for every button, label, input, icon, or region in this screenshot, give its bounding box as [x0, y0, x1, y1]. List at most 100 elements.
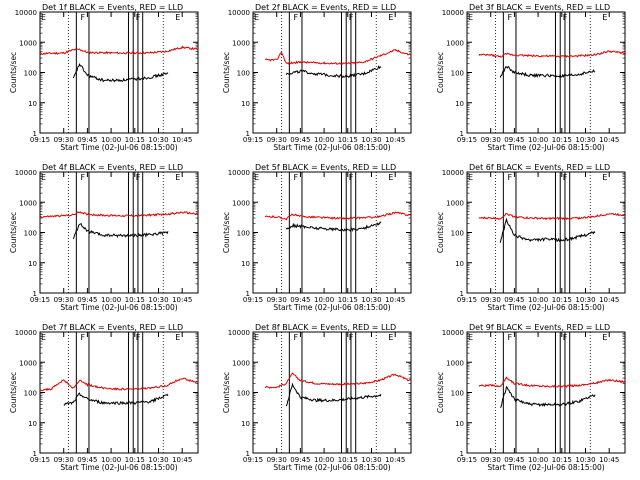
lld-series-line [264, 48, 412, 65]
interval-marker-label: F [349, 173, 354, 182]
x-tick-label: 09:15 [30, 136, 50, 144]
x-axis-label: Start Time (02-Jul-06 08:15:00) [273, 463, 390, 472]
x-tick-label: 10:15 [338, 296, 358, 304]
interval-marker-label: E [468, 333, 473, 342]
x-tick-label: 09:30 [481, 456, 501, 464]
y-axis-label: Counts/sec [436, 212, 445, 253]
y-axis-label: Counts/sec [436, 372, 445, 413]
y-axis-label: Counts/sec [222, 52, 231, 93]
x-tick-label: 09:45 [290, 136, 310, 144]
x-tick-label: 10:00 [314, 296, 334, 304]
y-tick-label: 100 [237, 70, 250, 78]
panel-title: Det 5f BLACK = Events, RED = LLD [255, 163, 396, 172]
interval-marker-label: F [294, 173, 299, 182]
y-tick-label: 1 [460, 130, 464, 138]
x-tick-label: 09:15 [243, 296, 263, 304]
x-tick-label: 10:00 [314, 456, 334, 464]
interval-marker-label: E [602, 333, 607, 342]
x-tick-label: 10:15 [125, 456, 145, 464]
x-tick-label: 10:00 [314, 136, 334, 144]
y-tick-label: 100 [237, 390, 250, 398]
panel-title: Det 8f BLACK = Events, RED = LLD [255, 323, 396, 332]
plot-frame [466, 331, 626, 454]
x-axis-label: Start Time (02-Jul-06 08:15:00) [273, 143, 390, 152]
x-tick-label: 10:15 [125, 296, 145, 304]
interval-marker-label: E [175, 13, 180, 22]
y-tick-label: 10000 [228, 9, 250, 17]
detector-panel: Det 8f BLACK = Events, RED = LLD 1 10 100 10… [222, 323, 412, 472]
lld-series-line [264, 372, 412, 389]
interval-marker-label: E [468, 13, 473, 22]
y-tick-label: 10000 [442, 9, 464, 17]
x-tick-label: 09:30 [54, 296, 74, 304]
x-tick-label: 09:30 [267, 136, 287, 144]
interval-marker-label: F [294, 333, 299, 342]
x-tick-label: 10:30 [148, 456, 168, 464]
x-tick-label: 10:15 [552, 456, 572, 464]
x-tick-label: 10:15 [338, 456, 358, 464]
panel-title: Det 3f BLACK = Events, RED = LLD [469, 3, 610, 12]
x-tick-label: 09:45 [77, 456, 97, 464]
y-tick-label: 10000 [442, 329, 464, 337]
events-series-line [499, 385, 596, 408]
x-tick-label: 10:30 [148, 296, 168, 304]
detector-panel: Det 3f BLACK = Events, RED = LLD 1 10 100 10… [436, 3, 626, 152]
plot-frame [252, 331, 412, 454]
interval-marker-label: F [349, 13, 354, 22]
x-tick-label: 10:00 [101, 136, 121, 144]
y-tick-label: 1000 [446, 359, 464, 367]
y-tick-label: 1 [460, 450, 464, 458]
interval-marker-label: F [508, 173, 513, 182]
events-series-line [72, 63, 169, 83]
plot-frame [39, 171, 199, 294]
x-tick-label: 09:15 [30, 296, 50, 304]
interval-marker-label: F [563, 173, 568, 182]
interval-marker-label: E [602, 13, 607, 22]
y-tick-label: 1 [246, 290, 250, 298]
panel-title: Det 9f BLACK = Events, RED = LLD [469, 323, 610, 332]
y-axis-label: Counts/sec [9, 372, 18, 413]
interval-marker-label: E [41, 333, 46, 342]
interval-marker-label: E [41, 13, 46, 22]
interval-marker-label: E [41, 173, 46, 182]
y-tick-label: 100 [451, 390, 464, 398]
x-tick-label: 09:30 [481, 296, 501, 304]
lld-series-line [39, 211, 199, 219]
plot-frame [252, 171, 412, 294]
y-tick-label: 1 [246, 450, 250, 458]
events-series-line [499, 65, 596, 79]
y-tick-label: 10 [455, 100, 464, 108]
interval-marker-label: E [254, 333, 259, 342]
y-tick-label: 10 [455, 420, 464, 428]
x-tick-label: 09:15 [457, 456, 477, 464]
interval-marker-label: E [254, 13, 259, 22]
x-tick-label: 10:30 [575, 456, 595, 464]
panel-title: Det 7f BLACK = Events, RED = LLD [42, 323, 183, 332]
detector-panel: Det 9f BLACK = Events, RED = LLD 1 10 100 10… [436, 323, 626, 472]
x-tick-label: 09:15 [457, 296, 477, 304]
y-tick-label: 1000 [19, 39, 37, 47]
y-tick-label: 10000 [15, 169, 37, 177]
plot-frame [466, 171, 626, 294]
detector-panel: Det 5f BLACK = Events, RED = LLD 1 10 100 10… [222, 163, 412, 312]
y-tick-label: 1000 [446, 199, 464, 207]
x-axis-label: Start Time (02-Jul-06 08:15:00) [487, 143, 604, 152]
lld-series-line [264, 211, 412, 221]
x-tick-label: 10:30 [575, 136, 595, 144]
x-tick-label: 10:00 [101, 296, 121, 304]
x-tick-label: 09:30 [481, 136, 501, 144]
lld-series-line [478, 50, 626, 58]
x-tick-label: 10:45 [385, 296, 405, 304]
events-series-line [285, 65, 382, 79]
x-tick-label: 10:30 [575, 296, 595, 304]
x-tick-label: 09:15 [457, 136, 477, 144]
y-tick-label: 100 [451, 230, 464, 238]
interval-marker-label: F [508, 333, 513, 342]
interval-marker-label: E [388, 13, 393, 22]
interval-marker-label: E [602, 173, 607, 182]
y-tick-label: 1 [33, 130, 37, 138]
y-tick-label: 1000 [446, 39, 464, 47]
y-tick-label: 100 [237, 230, 250, 238]
y-tick-label: 10000 [15, 9, 37, 17]
events-series-line [72, 222, 169, 240]
